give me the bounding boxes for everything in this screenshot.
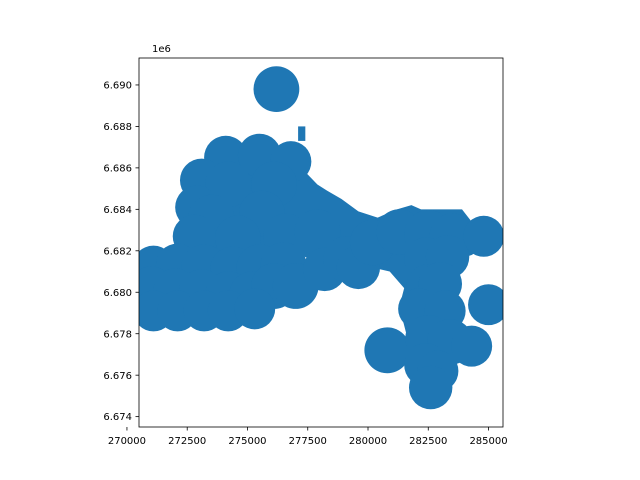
buffer-circle bbox=[451, 325, 493, 367]
buffer-circle bbox=[294, 209, 341, 256]
y-tick-label: 6.686 bbox=[103, 163, 132, 174]
buffer-circle bbox=[234, 288, 276, 330]
buffer-circle bbox=[253, 66, 300, 112]
buffer-circle bbox=[364, 327, 411, 374]
y-tick-label: 6.682 bbox=[103, 246, 132, 257]
x-tick-label: 280000 bbox=[349, 436, 387, 447]
y-tick-label: 6.674 bbox=[103, 412, 132, 423]
x-tick-label: 272500 bbox=[168, 436, 206, 447]
y-tick-label: 6.684 bbox=[103, 205, 132, 216]
geometry-polygon bbox=[298, 126, 306, 141]
axes-frame bbox=[138, 57, 504, 428]
x-tick-label: 277500 bbox=[289, 436, 327, 447]
y-tick-label: 6.678 bbox=[103, 329, 132, 340]
y-tick-label: 6.690 bbox=[103, 81, 132, 92]
buffer-circle bbox=[463, 215, 503, 257]
x-tick-label: 285000 bbox=[469, 436, 507, 447]
y-tick-label: 6.680 bbox=[103, 288, 132, 299]
y-tick-label: 6.676 bbox=[103, 371, 132, 382]
buffer-circle bbox=[408, 365, 453, 410]
buffer-circle bbox=[468, 284, 503, 326]
x-tick-label: 275000 bbox=[228, 436, 266, 447]
plot-area bbox=[139, 66, 503, 410]
x-axis: 270000 272500 275000 277500 280000 282500 2850… bbox=[108, 427, 508, 447]
y-offset-label: 1e6 bbox=[152, 44, 171, 55]
y-tick-label: 6.688 bbox=[103, 122, 132, 133]
x-tick-label: 282500 bbox=[409, 436, 447, 447]
y-axis: 6.674 6.676 6.678 6.680 6.682 6.684 6.686 6.688… bbox=[103, 81, 139, 423]
x-tick-label: 270000 bbox=[108, 436, 146, 447]
